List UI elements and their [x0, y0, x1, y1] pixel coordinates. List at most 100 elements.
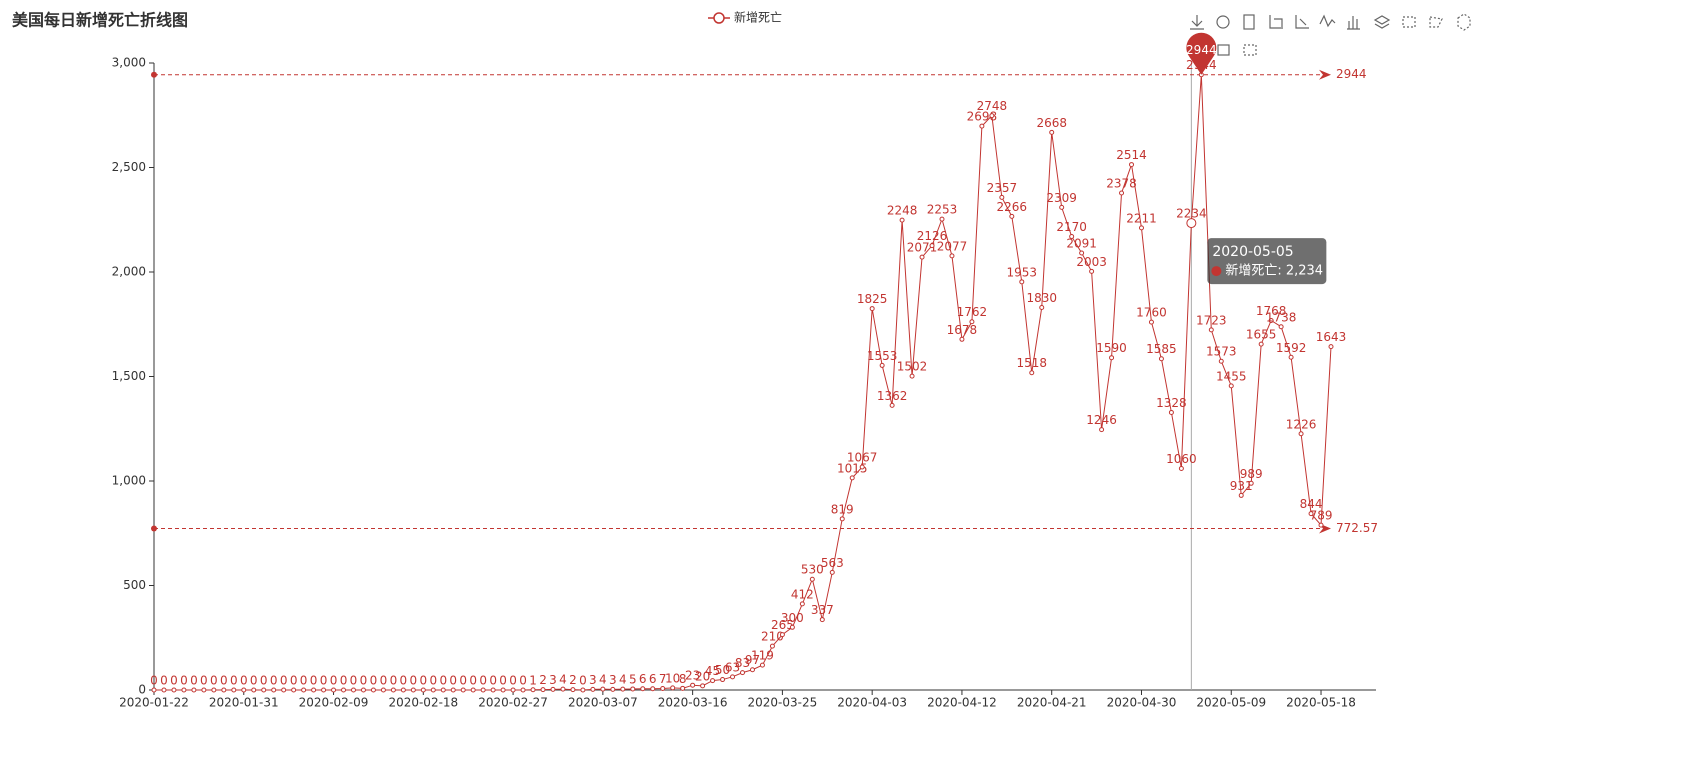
data-label: 265: [771, 618, 794, 632]
x-tick-label: 2020-04-12: [927, 696, 997, 710]
bar-icon[interactable]: [1347, 16, 1360, 30]
mark-line-arrow: [1319, 69, 1331, 80]
data-label: 3: [609, 673, 617, 687]
data-label: 0: [469, 674, 477, 688]
data-label: 5: [629, 672, 637, 686]
x-tick-label: 2020-02-27: [478, 696, 548, 710]
point: [530, 687, 536, 693]
point: [660, 686, 666, 692]
data-label: 1590: [1096, 341, 1127, 355]
data-label: 931: [1230, 479, 1253, 493]
data-label: 1678: [947, 323, 978, 337]
point: [440, 687, 446, 693]
data-label: 1455: [1216, 369, 1247, 383]
point: [879, 362, 885, 368]
point: [740, 670, 745, 676]
point: [670, 685, 676, 691]
data-label: 210: [761, 630, 784, 644]
point: [390, 687, 396, 693]
point: [1109, 355, 1115, 361]
point: [829, 569, 835, 575]
point: [321, 687, 327, 693]
mark-line-label: 772.57: [1336, 521, 1378, 535]
zoom-back-icon[interactable]: [1295, 15, 1309, 29]
tooltip-text: 新增死亡: 2,234: [1225, 263, 1323, 279]
data-label: 844: [1300, 497, 1323, 511]
point: [769, 643, 775, 649]
point: [1268, 317, 1274, 323]
point: [909, 373, 915, 379]
data-label: 2170: [1056, 220, 1087, 234]
clear-icon[interactable]: [1243, 44, 1257, 56]
keep-select-icon[interactable]: [1457, 13, 1471, 31]
point: [251, 687, 257, 693]
data-label: 2309: [1046, 191, 1077, 205]
save-icon[interactable]: [1190, 15, 1204, 30]
line: [154, 74, 1332, 691]
x-tick-label: 2020-01-22: [119, 696, 189, 710]
data-label: 4: [619, 673, 627, 687]
data-label: 1: [529, 673, 537, 687]
point: [580, 687, 586, 693]
data-label: 1762: [957, 305, 988, 319]
data-label: 0: [509, 674, 517, 688]
restore-icon[interactable]: [1216, 15, 1230, 29]
point: [979, 123, 985, 129]
data-label: 1592: [1276, 341, 1307, 355]
data-label: 2071: [907, 241, 938, 255]
point: [311, 687, 317, 693]
mark-line-start: [151, 525, 157, 532]
point: [1248, 480, 1254, 486]
point: [849, 475, 855, 481]
point: [301, 687, 307, 693]
toolbox[interactable]: [1190, 13, 1471, 56]
y-tick-label: 3,000: [112, 56, 146, 70]
point: [1168, 409, 1174, 415]
data-label: 6: [649, 672, 657, 686]
data-label: 2248: [887, 204, 918, 218]
point: [1288, 354, 1294, 360]
data-label: 23: [685, 669, 700, 683]
brush-icon[interactable]: [1217, 44, 1230, 56]
polygon-select-icon[interactable]: [1429, 16, 1443, 28]
point: [819, 617, 825, 623]
point: [1238, 492, 1244, 498]
point: [350, 687, 356, 693]
x-tick-label: 2020-03-07: [568, 696, 638, 710]
data-label: 789: [1310, 509, 1333, 523]
data-label: 0: [479, 674, 487, 688]
data-label: 4: [559, 673, 567, 687]
data-label: 2: [539, 673, 547, 687]
point: [410, 687, 416, 693]
data-label: 0: [240, 674, 248, 688]
point: [590, 686, 596, 692]
point: [181, 687, 187, 693]
data-label: 0: [320, 674, 328, 688]
data-label: 10: [665, 671, 680, 685]
data-label: 819: [831, 502, 854, 516]
zoom-icon[interactable]: [1269, 15, 1283, 29]
data-label: 1655: [1246, 328, 1277, 342]
line-icon[interactable]: [1319, 14, 1336, 28]
data-label: 6: [639, 672, 647, 686]
point: [470, 687, 476, 693]
stack-icon[interactable]: [1373, 15, 1391, 29]
data-label: 2: [569, 673, 577, 687]
x-tick-label: 2020-01-31: [209, 696, 279, 710]
point: [331, 687, 337, 693]
point: [460, 687, 466, 693]
y-tick-label: 0: [138, 683, 146, 697]
point: [949, 253, 955, 259]
rect-select-icon[interactable]: [1402, 16, 1416, 28]
mark-point-label: 2944: [1186, 43, 1217, 57]
data-label: 337: [811, 603, 834, 617]
data-label: 2003: [1076, 255, 1107, 269]
data-label: 0: [230, 674, 238, 688]
point: [570, 687, 576, 693]
data-label: 0: [489, 674, 497, 688]
data-label: 1585: [1146, 342, 1177, 356]
data-view-icon[interactable]: [1243, 14, 1255, 30]
data-label: 0: [410, 674, 418, 688]
data-label: 50: [715, 663, 730, 677]
